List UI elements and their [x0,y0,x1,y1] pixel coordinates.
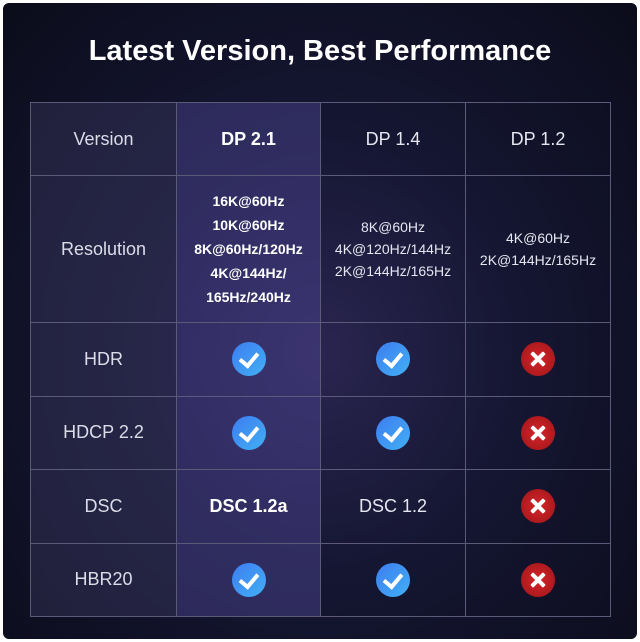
table-row-resolution: Resolution 16K@60Hz 10K@60Hz 8K@60Hz/120… [30,175,611,323]
check-icon [376,415,410,450]
resolution-line: 16K@60Hz [212,193,285,209]
check-icon [231,342,266,377]
cell [465,395,611,470]
header-dp12: DP 1.2 [465,102,611,176]
check-icon [376,562,410,597]
resolution-line: 8K@60Hz/120Hz [194,241,303,257]
table-row-hdr: HDR [30,322,611,397]
table-row-hdcp-2-2: HDCP 2.2 [30,395,611,470]
row-label: HDCP 2.2 [30,395,177,470]
x-icon [521,562,555,597]
resolution-line: 2K@144Hz/165Hz [334,263,452,279]
resolution-dp21: 16K@60Hz 10K@60Hz 8K@60Hz/120Hz 4K@144Hz… [176,175,321,323]
cell [320,542,466,617]
resolution-line: 10K@60Hz [212,217,285,233]
resolution-line: 4K@60Hz [505,230,571,246]
cell: DSC 1.2a [176,469,321,544]
cell [320,395,466,470]
cell [465,469,611,544]
x-icon [521,342,555,377]
resolution-line: 8K@60Hz [360,219,426,235]
resolution-dp14: 8K@60Hz 4K@120Hz/144Hz 2K@144Hz/165Hz [320,175,466,323]
cell [320,322,466,397]
x-icon [521,489,555,524]
row-label: HDR [30,322,177,397]
check-icon [231,415,266,450]
header-row: Version DP 2.1 DP 1.4 DP 1.2 [30,102,611,176]
cell [176,542,321,617]
cell: DSC 1.2 [320,469,466,544]
row-label: DSC [30,469,177,544]
table-row-hbr20: HBR20 [30,542,611,617]
resolution-line: 165Hz/240Hz [206,289,291,305]
cell [176,322,321,397]
row-label: HBR20 [30,542,177,617]
cell [176,395,321,470]
check-icon [376,342,410,377]
cell [465,542,611,617]
resolution-line: 4K@144Hz/ [210,265,287,281]
cell [465,322,611,397]
page-title: Latest Version, Best Performance [88,35,552,67]
check-icon [231,562,266,597]
resolution-line: 2K@144Hz/165Hz [479,252,597,268]
x-icon [521,415,555,450]
header-version: Version [30,102,177,176]
header-dp14: DP 1.4 [320,102,466,176]
comparison-table: Version DP 2.1 DP 1.4 DP 1.2 Resolution … [30,102,611,617]
header-dp21: DP 2.1 [176,102,321,176]
table-row-dsc: DSC DSC 1.2a DSC 1.2 [30,469,611,544]
infographic: Latest Version, Best Performance Version… [3,3,637,639]
row-label: Resolution [30,175,177,323]
resolution-dp12: 4K@60Hz 2K@144Hz/165Hz [465,175,611,323]
resolution-line: 4K@120Hz/144Hz [334,241,452,257]
